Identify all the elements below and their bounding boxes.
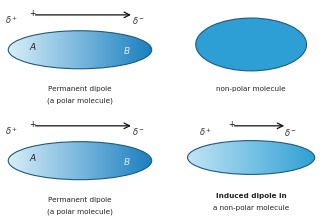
- Text: $\delta^+$: $\delta^+$: [5, 125, 18, 137]
- Text: Permanent dipole: Permanent dipole: [48, 86, 112, 92]
- Text: A: A: [30, 43, 36, 52]
- Text: non-polar molecule: non-polar molecule: [216, 86, 286, 92]
- Text: B: B: [124, 158, 130, 167]
- Text: (a polar molecule): (a polar molecule): [47, 208, 113, 215]
- Text: B: B: [124, 47, 130, 56]
- Text: a non-polar molecule: a non-polar molecule: [213, 205, 289, 211]
- Text: $\delta^-$: $\delta^-$: [284, 127, 297, 138]
- Text: A: A: [30, 154, 36, 163]
- Text: $\delta^+$: $\delta^+$: [5, 14, 18, 26]
- Text: +: +: [30, 9, 36, 18]
- Ellipse shape: [196, 18, 306, 71]
- Text: +: +: [228, 120, 235, 129]
- Text: $\delta^-$: $\delta^-$: [132, 15, 145, 26]
- Text: (a polar molecule): (a polar molecule): [47, 97, 113, 104]
- Text: Permanent dipole: Permanent dipole: [48, 197, 112, 203]
- Text: +: +: [30, 120, 36, 129]
- Text: $\delta^+$: $\delta^+$: [199, 126, 212, 138]
- Text: $\delta^-$: $\delta^-$: [132, 126, 145, 137]
- Text: Induced dipole in: Induced dipole in: [216, 192, 287, 198]
